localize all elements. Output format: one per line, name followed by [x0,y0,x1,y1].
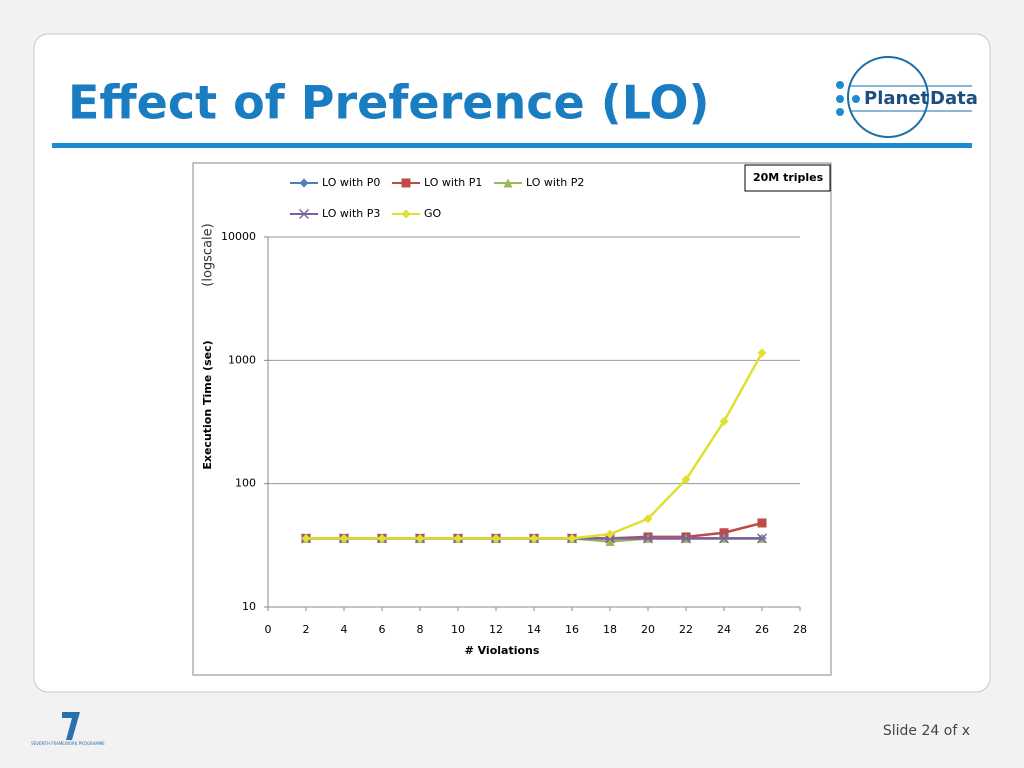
logo-dot [836,95,844,103]
marker [503,178,513,188]
fp7-logo: SEVENTH FRAMEWORK PROGRAMME [31,712,105,746]
x-tick-label: 8 [417,623,424,636]
legend-label: GO [424,207,442,220]
marker [643,514,653,524]
x-tick-label: 10 [451,623,465,636]
x-tick-label: 20 [641,623,655,636]
logo: Planet Data [836,56,978,138]
logo-dot [852,95,860,103]
x-tick-label: 26 [755,623,769,636]
marker [567,533,577,543]
marker [491,533,501,543]
x-tick-label: 6 [379,623,386,636]
fp7-label: SEVENTH FRAMEWORK PROGRAMME [31,741,105,746]
marker [339,533,349,543]
chart-frame [192,162,832,676]
marker [299,178,309,188]
marker [377,533,387,543]
logo-word: Planet [864,88,930,109]
y-tick-label: 10000 [221,230,256,243]
marker [757,518,767,528]
annotation-box [744,164,831,192]
marker [718,533,730,544]
x-tick-label: 12 [489,623,503,636]
marker [401,178,411,188]
y-tick-label: 100 [235,477,256,490]
y-tick-label: 10 [242,600,256,613]
x-tick-label: 0 [265,623,272,636]
marker [681,475,691,485]
marker [605,536,615,546]
y-axis-label: Execution Time (sec) [201,340,214,469]
y-axis-note: (logscale) [201,223,216,286]
marker [680,533,692,544]
marker [719,416,729,426]
title-rule [52,143,972,148]
logo-dot [836,81,844,89]
marker [415,533,425,543]
marker [529,533,539,543]
annotation: 20M triples [753,171,824,184]
x-axis-label: # Violations [465,644,540,657]
legend-label: LO with P1 [424,176,482,189]
logo-dot [836,108,844,116]
x-tick-label: 22 [679,623,693,636]
marker [757,348,767,358]
marker [642,533,654,544]
x-tick-label: 18 [603,623,617,636]
marker [401,209,411,219]
legend-label: LO with P2 [526,176,584,189]
fp7-mark [62,712,80,740]
legend-label: LO with P0 [322,176,380,189]
x-tick-label: 2 [303,623,310,636]
marker [301,533,311,543]
logo-ring [847,56,929,138]
x-tick-label: 24 [717,623,731,636]
marker [719,528,729,538]
slide-title: Effect of Preference (LO) [68,76,710,130]
x-tick-label: 16 [565,623,579,636]
marker [605,529,615,539]
x-tick-label: 14 [527,623,541,636]
marker [756,533,768,544]
y-tick-label: 1000 [228,353,256,366]
marker [298,208,310,220]
legend-label: LO with P3 [322,207,380,220]
logo-word: Data [930,88,978,109]
x-tick-label: 4 [341,623,348,636]
slide-footer: Slide 24 of x [883,723,970,739]
x-tick-label: 28 [793,623,807,636]
marker [453,533,463,543]
